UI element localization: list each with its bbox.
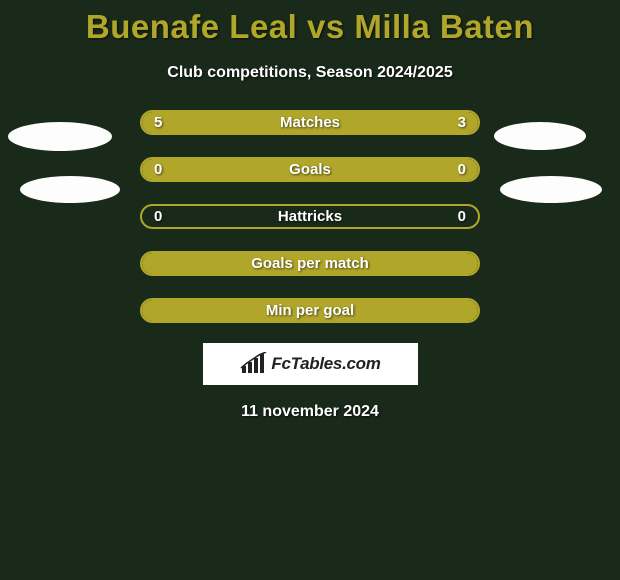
stat-row: 5 Matches 3 xyxy=(140,110,480,135)
subtitle: Club competitions, Season 2024/2025 xyxy=(0,64,620,82)
decorative-ellipse xyxy=(494,122,586,150)
stat-label: Matches xyxy=(280,114,340,131)
stat-row: Min per goal xyxy=(140,298,480,323)
date-text: 11 november 2024 xyxy=(0,403,620,421)
decorative-ellipse xyxy=(8,122,112,151)
source-badge: FcTables.com xyxy=(203,343,418,385)
page-title: Buenafe Leal vs Milla Baten xyxy=(0,0,620,46)
stat-row: 0 Hattricks 0 xyxy=(140,204,480,229)
stat-row: 0 Goals 0 xyxy=(140,157,480,182)
decorative-ellipse xyxy=(500,176,602,203)
stat-value-right: 3 xyxy=(458,114,466,131)
stat-label: Min per goal xyxy=(266,302,354,319)
chart-icon xyxy=(239,352,267,376)
decorative-ellipse xyxy=(20,176,120,203)
stat-value-left: 0 xyxy=(154,208,162,225)
stat-value-left: 5 xyxy=(154,114,162,131)
stat-value-left: 0 xyxy=(154,161,162,178)
stat-label: Goals per match xyxy=(251,255,369,272)
stat-value-right: 0 xyxy=(458,161,466,178)
badge-text: FcTables.com xyxy=(271,354,380,374)
stat-row: Goals per match xyxy=(140,251,480,276)
stat-label: Hattricks xyxy=(278,208,342,225)
stat-value-right: 0 xyxy=(458,208,466,225)
stat-label: Goals xyxy=(289,161,331,178)
